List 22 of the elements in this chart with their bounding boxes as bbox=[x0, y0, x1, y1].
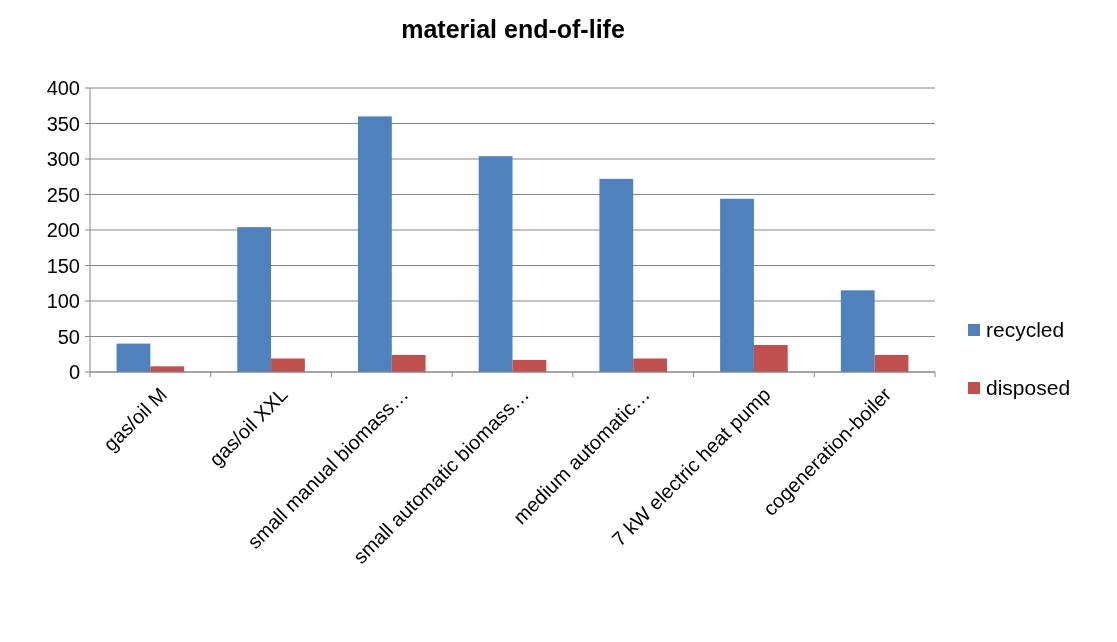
chart-title: material end-of-life bbox=[401, 15, 625, 43]
y-tick-label: 50 bbox=[57, 325, 80, 348]
bar bbox=[753, 345, 788, 372]
bar bbox=[874, 354, 909, 372]
y-tick-label: 300 bbox=[46, 148, 80, 170]
legend-label: recycled bbox=[986, 318, 1065, 342]
bar bbox=[357, 116, 392, 372]
y-tick-label: 100 bbox=[46, 290, 80, 312]
y-tick-label: 0 bbox=[68, 361, 80, 383]
y-tick-label: 350 bbox=[46, 112, 80, 135]
legend-label: disposed bbox=[986, 376, 1071, 400]
y-tick-label: 200 bbox=[46, 219, 80, 241]
bar bbox=[116, 343, 151, 372]
bar bbox=[599, 178, 634, 372]
bar bbox=[720, 198, 754, 372]
bar bbox=[840, 290, 875, 372]
y-tick-label: 250 bbox=[46, 183, 80, 206]
y-tick-label: 150 bbox=[46, 254, 80, 277]
y-tick-label: 400 bbox=[46, 77, 80, 99]
bar bbox=[237, 227, 272, 372]
bar bbox=[478, 156, 513, 372]
bar bbox=[391, 354, 426, 372]
